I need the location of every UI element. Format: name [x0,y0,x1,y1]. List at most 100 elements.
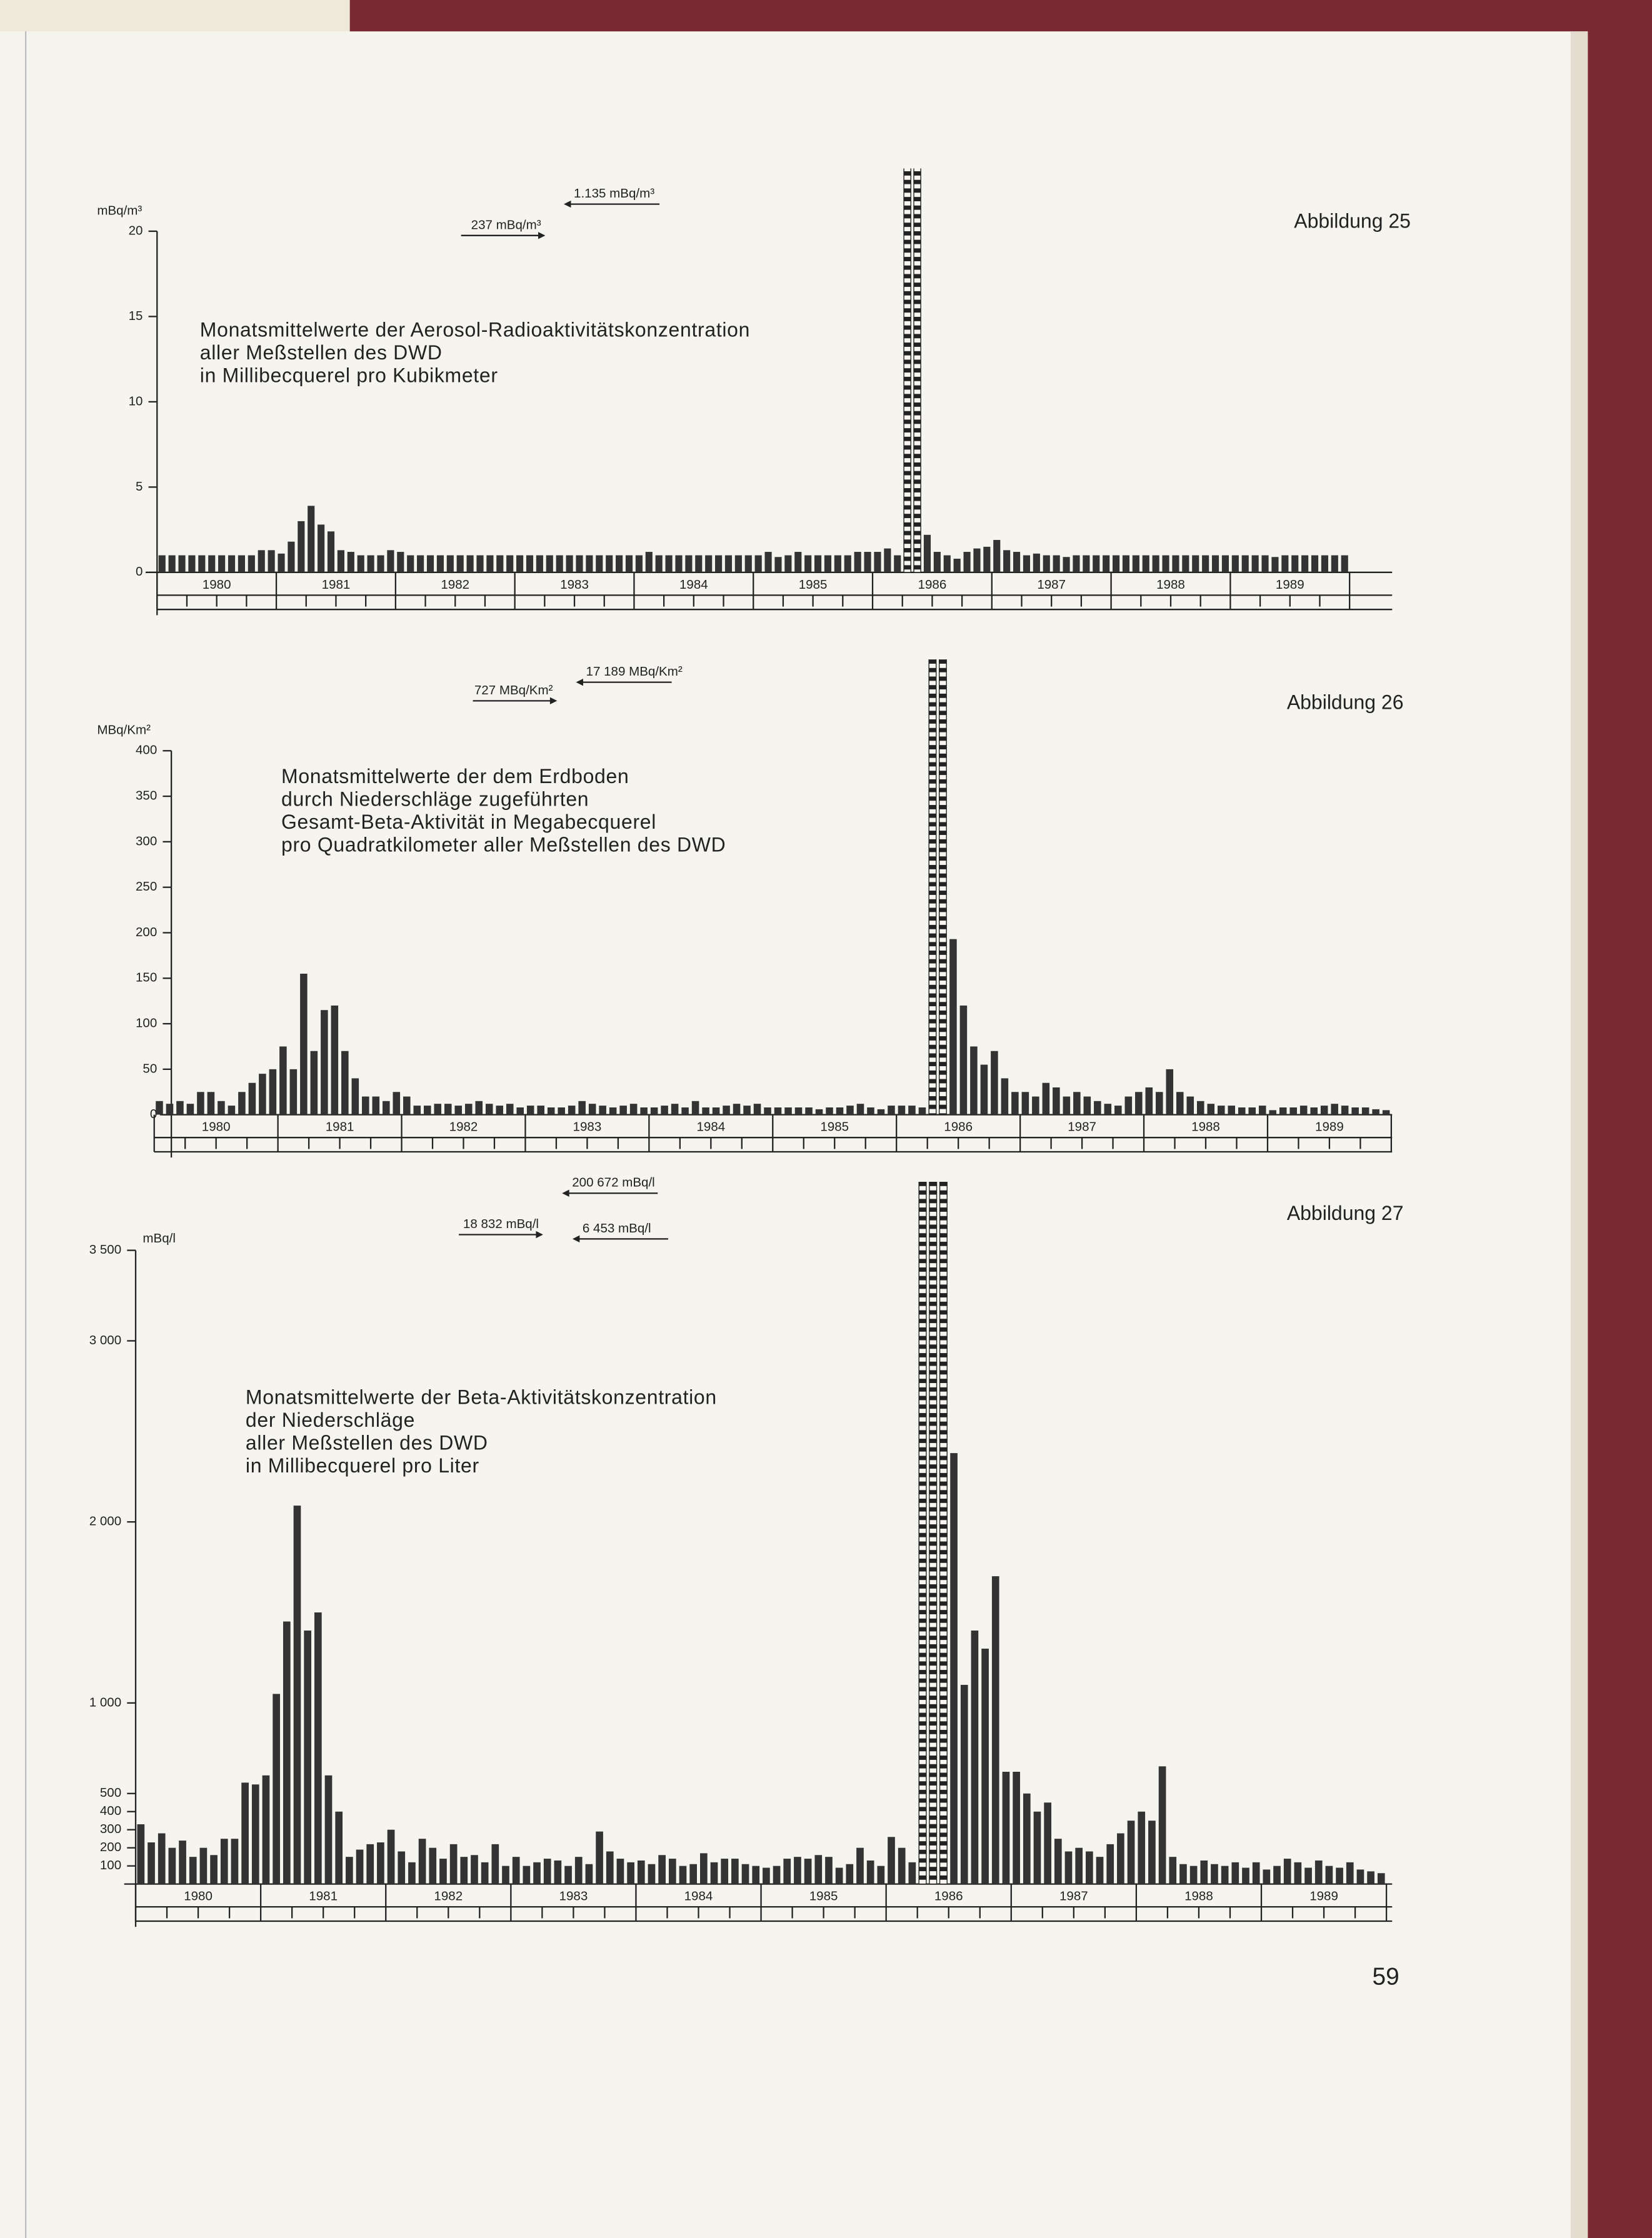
bar [1228,1106,1236,1115]
bar [476,555,484,572]
bar [554,1860,562,1884]
bar [640,1107,648,1115]
bar [273,1694,280,1884]
bar [960,1684,968,1884]
bar [1053,555,1060,572]
year-label: 1984 [679,577,708,592]
bar [1003,550,1011,572]
bar [1096,1857,1104,1884]
y-tick-label: 400 [136,743,157,757]
y-tick-label: 200 [136,925,157,939]
bar [362,1096,369,1115]
bar [973,548,981,572]
bar [658,1855,666,1884]
bar [231,1839,239,1884]
bar [241,1782,249,1884]
bar [585,1864,593,1884]
bar [1112,555,1120,572]
year-label: 1988 [1191,1120,1220,1134]
bar [731,1859,739,1884]
bar [637,1860,645,1884]
year-label: 1981 [309,1889,338,1904]
bar [856,1847,864,1884]
bar [1301,555,1309,572]
bar [1021,1092,1029,1115]
bar [784,1107,792,1115]
bar [710,1862,718,1884]
bar [310,1051,318,1115]
bar [1291,555,1299,572]
bar [1138,1811,1146,1884]
bar [408,1862,416,1884]
bar [506,555,514,572]
description: Monatsmittelwerte der Aerosol-Radioaktiv… [200,318,750,341]
bar [298,521,305,572]
bar [516,1107,524,1115]
bar [963,552,971,572]
bar [648,1864,656,1884]
bar [1044,1802,1051,1884]
bar [1273,1866,1281,1884]
bar [619,1106,627,1115]
bar [533,1862,541,1884]
year-label: 1986 [918,577,947,592]
unit-label: mBq/l [143,1231,176,1246]
bar [481,1862,489,1884]
bar [1248,1107,1256,1115]
bar [753,1104,761,1115]
bar [158,1833,166,1884]
bar [341,1051,349,1115]
bar [228,1106,236,1115]
bar [763,1867,770,1884]
y-tick-label: 300 [100,1822,121,1836]
bar [1251,555,1259,572]
y-tick-label: 10 [129,394,143,408]
bar [262,1775,270,1884]
bar [148,1842,155,1884]
bar [1346,1862,1354,1884]
annotation: 6 453 mBq/l [583,1221,651,1236]
bar [1279,1107,1287,1115]
bar [1311,555,1319,572]
bar [1182,555,1189,572]
bar [413,1106,421,1115]
bar [723,1106,730,1115]
bar [846,1106,854,1115]
bar [556,555,563,572]
year-label: 1980 [202,1120,231,1134]
year-label: 1985 [820,1120,849,1134]
y-tick-label: 250 [136,879,157,894]
bar [516,555,524,572]
bar [439,1859,447,1884]
annotation-arrow [564,200,571,208]
bar [1321,555,1328,572]
annotation-arrow [538,232,546,239]
bar [454,1106,463,1115]
bar [446,555,454,572]
description: Monatsmittelwerte der Beta-Aktivitätskon… [246,1386,717,1409]
bar [207,1092,215,1115]
y-tick-label: 1 000 [89,1695,121,1709]
bar [705,555,713,572]
bar [764,1107,771,1115]
bar [844,555,851,572]
annotation: 17 189 MBq/Km² [586,664,683,679]
bar [1341,1106,1349,1115]
year-label: 1989 [1276,577,1304,592]
bar [1033,1811,1041,1884]
bar [1189,1866,1198,1884]
bar [304,1631,312,1884]
bar [248,1082,256,1115]
y-tick-label: 3 000 [89,1333,121,1347]
bar [564,1866,572,1884]
description: in Millibecquerel pro Kubikmeter [200,364,498,386]
bar [596,555,603,572]
bar [568,1106,576,1115]
bar [1341,555,1348,572]
bar [943,555,951,572]
year-label: 1985 [799,577,828,592]
bar [1211,1864,1218,1884]
bar [351,1078,359,1115]
description: pro Quadratkilometer aller Meßstellen de… [281,834,726,856]
bar [836,1107,844,1115]
